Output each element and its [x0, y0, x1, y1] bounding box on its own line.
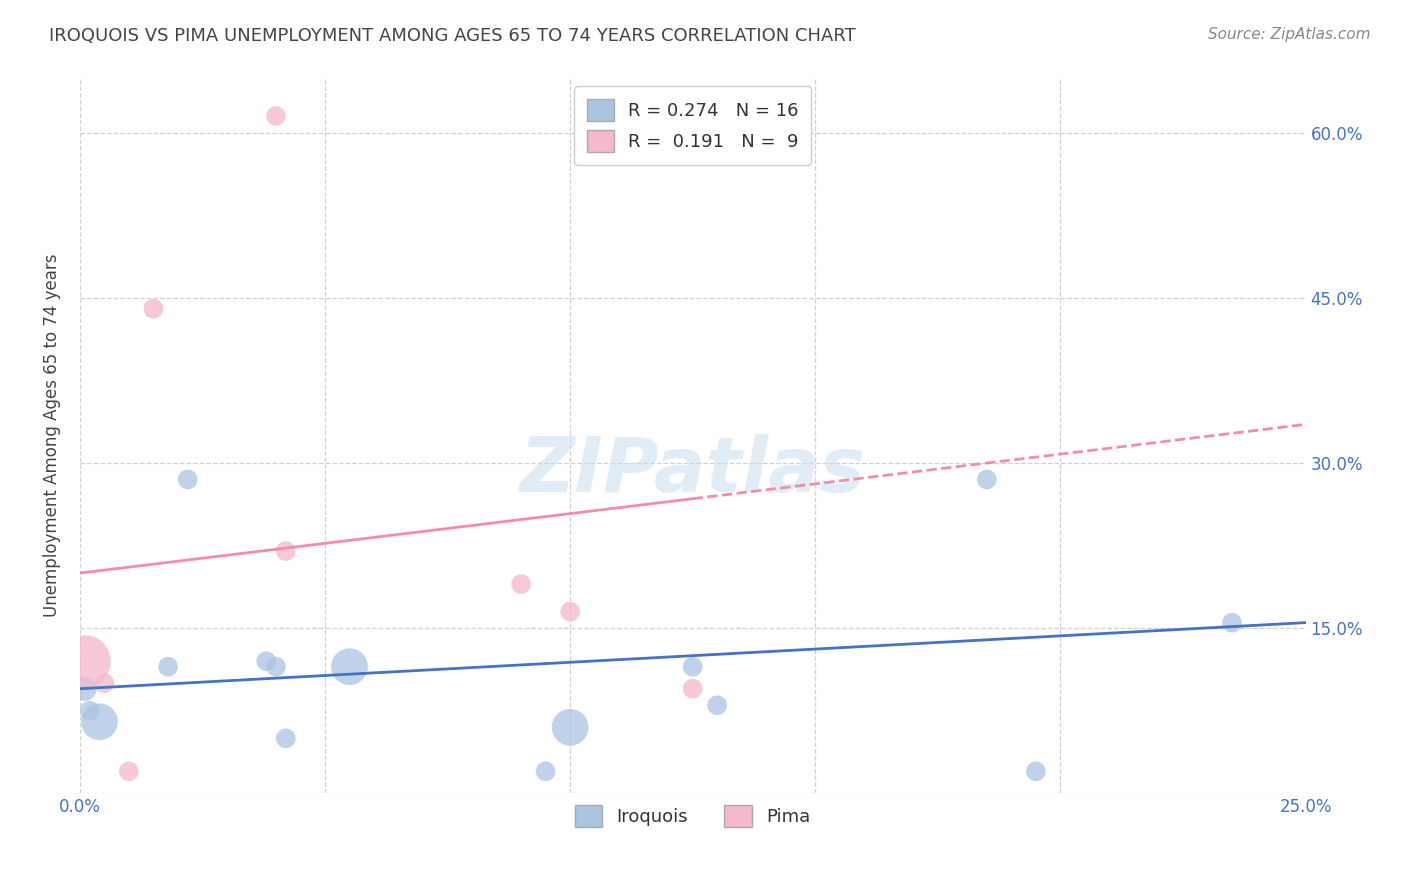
- Y-axis label: Unemployment Among Ages 65 to 74 years: Unemployment Among Ages 65 to 74 years: [44, 253, 60, 617]
- Text: ZIPatlas: ZIPatlas: [520, 434, 866, 508]
- Point: [264, 659, 287, 673]
- Point: [682, 681, 704, 696]
- Point: [142, 301, 165, 316]
- Point: [93, 676, 115, 690]
- Point: [73, 681, 96, 696]
- Point: [706, 698, 728, 713]
- Point: [558, 605, 581, 619]
- Point: [558, 720, 581, 734]
- Point: [274, 731, 297, 746]
- Point: [264, 109, 287, 123]
- Point: [682, 659, 704, 673]
- Legend: Iroquois, Pima: Iroquois, Pima: [568, 798, 817, 834]
- Point: [510, 577, 533, 591]
- Point: [118, 764, 141, 779]
- Point: [73, 654, 96, 668]
- Point: [177, 473, 200, 487]
- Point: [274, 544, 297, 558]
- Point: [339, 659, 361, 673]
- Point: [1220, 615, 1243, 630]
- Text: Source: ZipAtlas.com: Source: ZipAtlas.com: [1208, 27, 1371, 42]
- Point: [254, 654, 277, 668]
- Point: [79, 704, 101, 718]
- Point: [534, 764, 557, 779]
- Point: [976, 473, 998, 487]
- Point: [157, 659, 180, 673]
- Point: [1025, 764, 1047, 779]
- Text: IROQUOIS VS PIMA UNEMPLOYMENT AMONG AGES 65 TO 74 YEARS CORRELATION CHART: IROQUOIS VS PIMA UNEMPLOYMENT AMONG AGES…: [49, 27, 856, 45]
- Point: [89, 714, 111, 729]
